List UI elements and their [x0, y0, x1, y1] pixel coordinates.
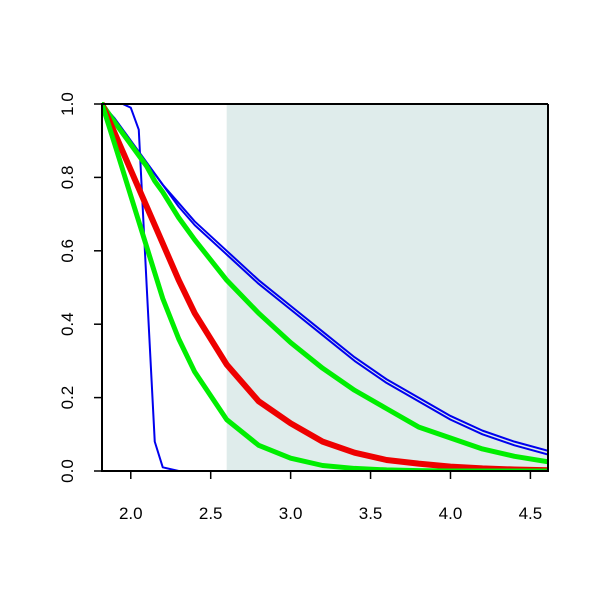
y-tick-label: 0.8 [58, 166, 77, 190]
x-tick-label: 2.0 [119, 504, 143, 523]
x-tick-label: 2.5 [199, 504, 223, 523]
x-tick-label: 4.5 [519, 504, 543, 523]
y-tick-label: 0.6 [58, 239, 77, 263]
y-tick-label: 0.0 [58, 459, 77, 483]
x-tick-label: 3.0 [279, 504, 303, 523]
y-tick-label: 1.0 [58, 92, 77, 116]
x-tick-label: 4.0 [439, 504, 463, 523]
x-tick-label: 3.5 [359, 504, 383, 523]
y-tick-label: 0.4 [58, 312, 77, 336]
line [102, 102, 548, 472]
line [102, 102, 548, 465]
y-tick-label: 0.2 [58, 386, 77, 410]
